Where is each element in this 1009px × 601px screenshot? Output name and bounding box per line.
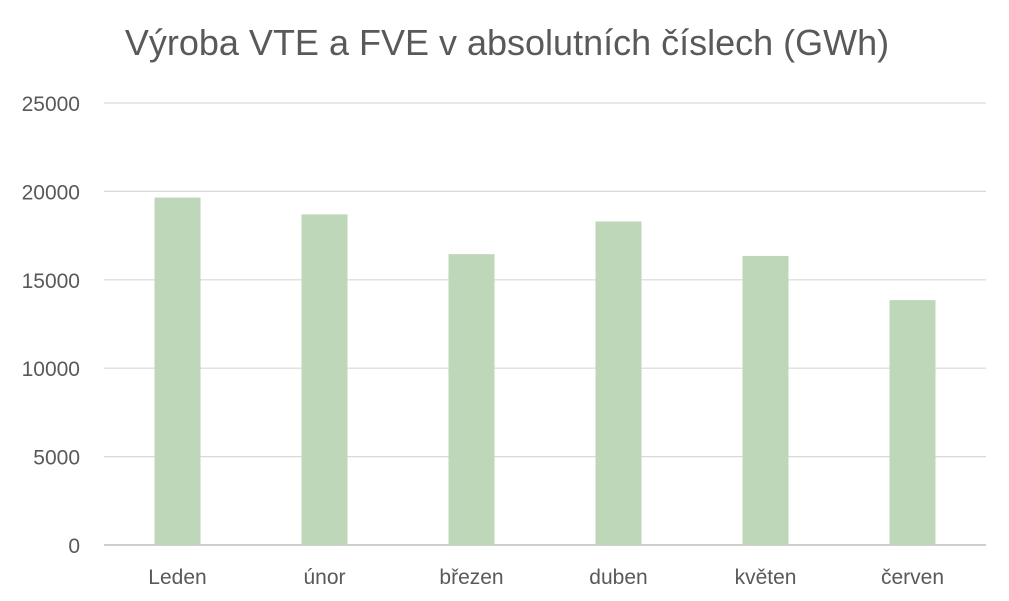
y-tick-label: 0: [68, 535, 80, 558]
bar-4: [742, 255, 789, 545]
x-category-label: červen: [881, 566, 944, 589]
bar-3: [595, 221, 642, 545]
x-category-label: Leden: [148, 566, 206, 589]
bar-0: [154, 197, 201, 545]
x-category-label: duben: [589, 566, 647, 589]
x-category-label: únor: [303, 566, 345, 589]
y-tick-label: 25000: [22, 93, 80, 116]
x-category-label: březen: [439, 566, 503, 589]
x-category-label: květen: [735, 566, 797, 589]
chart-title: Výroba VTE a FVE v absolutních číslech (…: [124, 22, 890, 63]
y-axis-ticks: 0 5000 10000 15000 20000 25000: [22, 93, 80, 558]
x-axis-categories: Leden únor březen duben květen červen: [148, 566, 944, 589]
bar-5: [889, 300, 936, 545]
y-tick-label: 15000: [22, 270, 80, 293]
y-tick-label: 20000: [22, 181, 80, 204]
bar-2: [448, 254, 495, 545]
y-tick-label: 5000: [33, 447, 80, 470]
bar-1: [301, 214, 348, 545]
bars: [154, 197, 936, 545]
gridlines: [104, 102, 986, 546]
y-tick-label: 10000: [22, 358, 80, 381]
